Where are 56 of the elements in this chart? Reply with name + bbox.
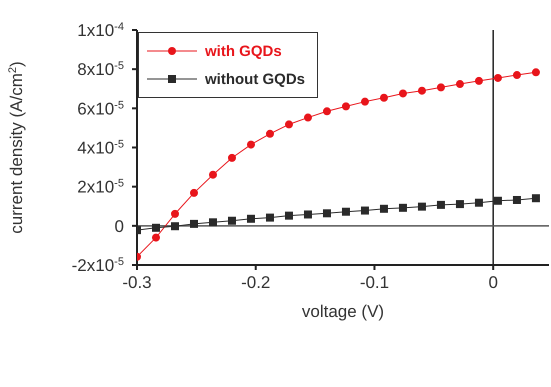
point [266,214,274,222]
point [436,200,445,209]
point [360,206,369,215]
y-tick-label: 0 [114,216,124,236]
point [532,194,540,202]
point [304,210,312,218]
point [474,198,483,207]
point [342,102,350,110]
point [152,234,160,242]
point [284,120,293,128]
point [360,98,369,106]
point [380,94,388,102]
point [170,222,179,230]
point [380,204,388,213]
point [418,202,426,211]
x-tick-label: -0.3 [122,273,152,292]
legend-label: with GQDs [205,42,282,60]
point [494,74,502,82]
point [284,212,293,220]
point [190,220,198,228]
point [474,76,483,85]
point [170,210,179,218]
point [322,107,331,116]
point [208,170,217,179]
x-tick-label: 0 [488,273,498,292]
y-tick-label: 1x10$^{-4}$ [77,21,124,40]
x-tick-label: -0.2 [241,273,270,292]
point [436,83,445,92]
point [532,68,540,76]
point [418,86,426,95]
legend-label: without GQDs [205,70,305,88]
point [398,89,407,98]
point [190,188,198,197]
point [246,140,255,149]
point [456,200,464,208]
y-tick-label: -2x10$^{-5}$ [72,256,124,275]
point [266,130,274,138]
point [304,114,312,122]
point [322,209,331,218]
point [512,196,521,204]
point [228,154,236,162]
x-axis-title: voltage (V) [302,302,384,321]
y-tick-label: 4x10$^{-5}$ [77,138,124,158]
point [512,71,521,80]
point [228,216,236,225]
point [208,218,217,226]
point [342,208,350,216]
point [152,224,160,232]
point [494,196,502,205]
y-tick-label: 2x10$^{-5}$ [77,178,124,197]
point [456,80,464,88]
point [398,204,407,212]
point [246,214,255,223]
x-tick-label: -0.1 [360,273,390,292]
y-tick-label: 6x10$^{-5}$ [77,99,124,118]
y-tick-label: 8x10$^{-5}$ [77,60,124,80]
